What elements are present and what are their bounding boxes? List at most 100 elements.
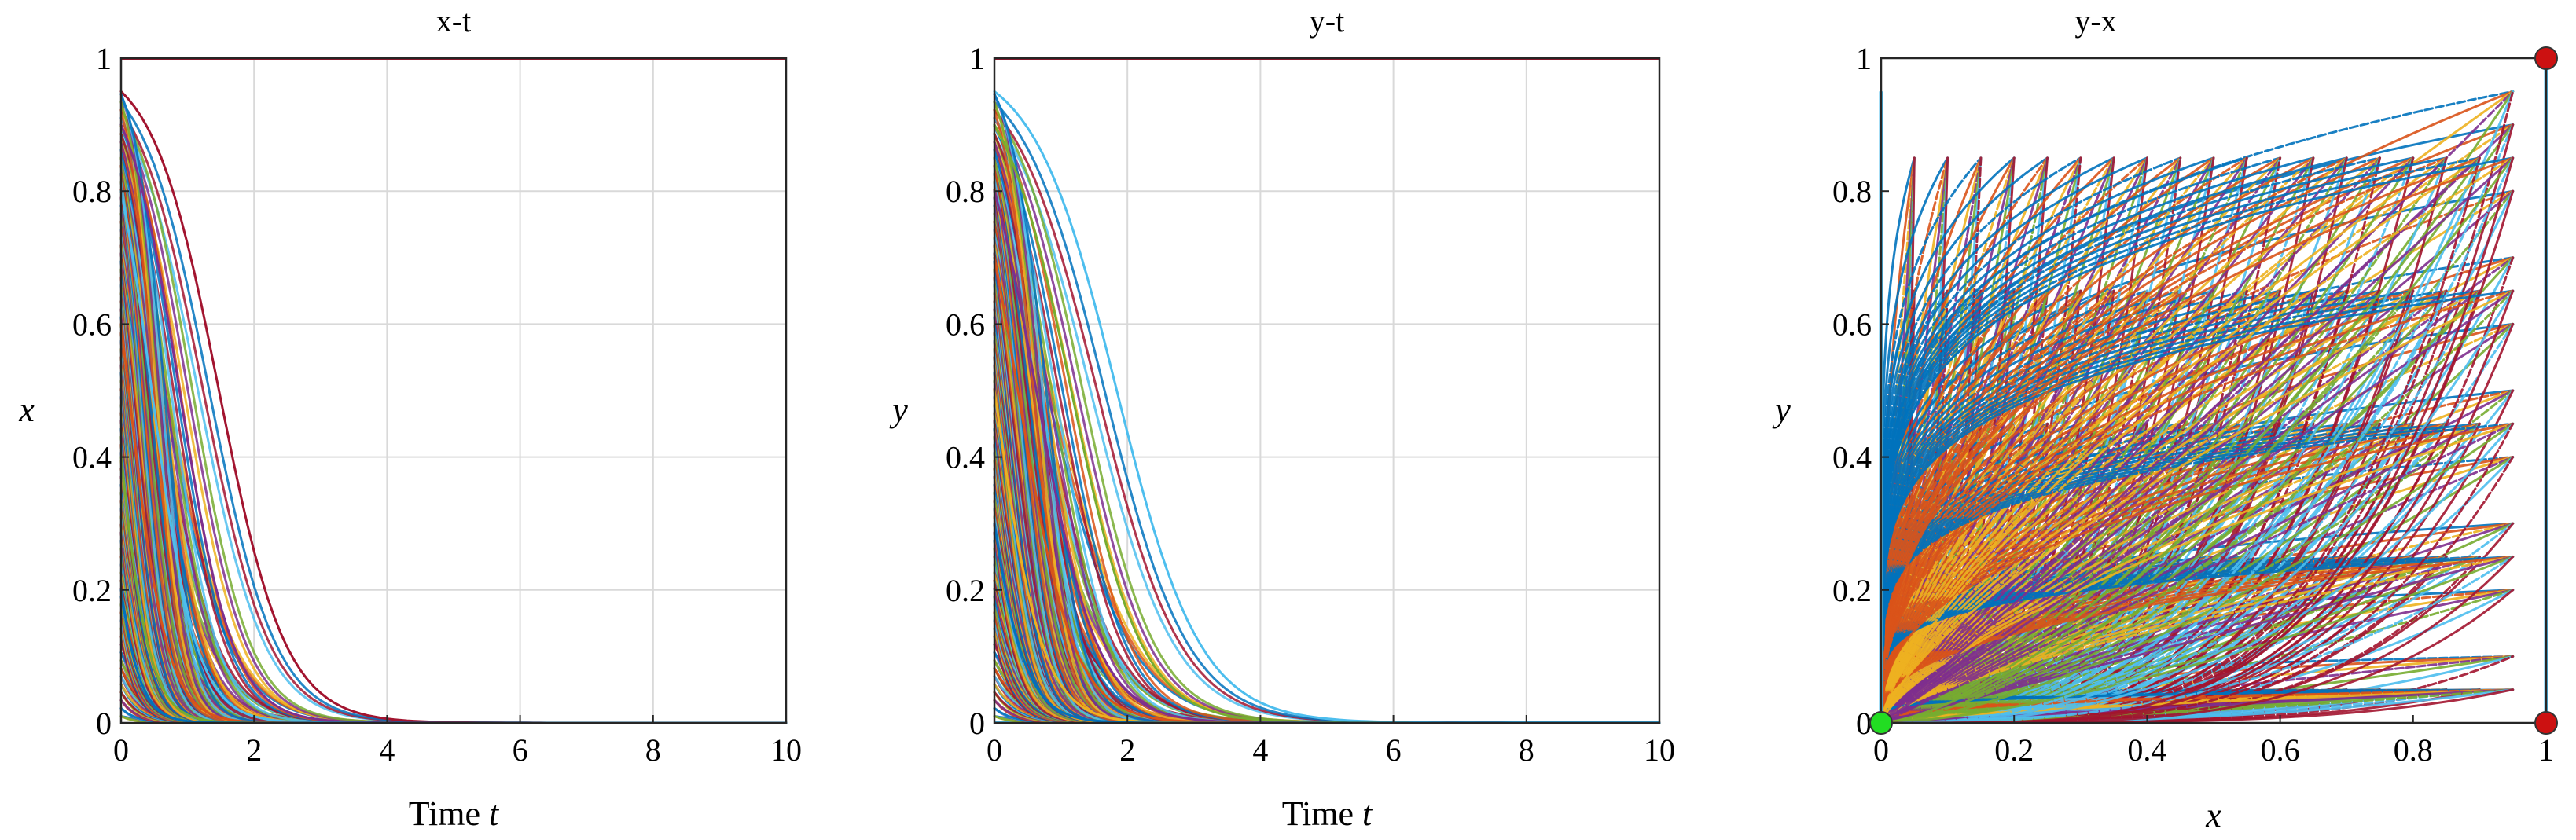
trajectory-line xyxy=(1880,556,2415,724)
series-line xyxy=(119,212,788,724)
trajectory-line xyxy=(1880,422,2448,724)
equilibrium-points xyxy=(1869,46,2558,735)
series-line xyxy=(119,149,788,724)
trajectory-line xyxy=(1880,156,2182,724)
trajectory-line xyxy=(1880,156,2348,724)
x-ticks-x-t: 0 2 4 6 8 10 xyxy=(113,715,802,768)
trajectory-line xyxy=(1880,289,2182,724)
trajectory-line xyxy=(1880,156,2415,724)
trajectory-line xyxy=(1880,156,2115,724)
chart-title-x-t: x-t xyxy=(436,3,471,39)
x-tick-label: 10 xyxy=(770,732,802,768)
trajectory-line xyxy=(1880,289,2515,724)
series-line xyxy=(119,212,788,724)
series-line xyxy=(119,412,788,724)
y-tick-label: 0 xyxy=(1856,706,1872,741)
y-ticks-y-t: 0 0.2 0.4 0.6 0.8 1 xyxy=(946,41,1002,741)
trajectory-line xyxy=(1880,156,1983,724)
chart-title-y-x: y-x xyxy=(2074,3,2116,39)
series-line xyxy=(119,204,788,724)
trajectory-line xyxy=(1880,556,2515,724)
trajectory-line xyxy=(1880,422,2481,724)
series-line xyxy=(119,156,788,724)
trajectory-line xyxy=(1880,289,2515,724)
trajectory-line xyxy=(1880,156,2348,724)
chart-title-y-t: y-t xyxy=(1310,3,1344,39)
trajectory-line xyxy=(1880,156,2315,724)
trajectory-line xyxy=(1880,289,2082,724)
panel-x-t: x-t 0 2 4 6 8 10 0 0.2 0.4 0.6 0.8 1 Time t x xyxy=(18,3,802,833)
trajectory-line xyxy=(1880,289,2448,724)
trajectory-line xyxy=(1880,156,2282,724)
unstable-equilibrium-point xyxy=(2534,46,2558,70)
y-axis-label-y-t: y xyxy=(889,391,908,429)
y-tick-label: 1 xyxy=(969,41,985,76)
trajectory-line xyxy=(1880,422,2515,724)
stable-equilibrium-point xyxy=(1869,711,1893,735)
x-tick-label: 8 xyxy=(645,732,661,768)
y-tick-label: 0.6 xyxy=(946,306,985,342)
trajectory-line xyxy=(1880,156,2082,724)
x-tick-label: 0.4 xyxy=(2127,732,2166,768)
plot-frame-x-t xyxy=(119,57,788,724)
trajectory-line xyxy=(1880,156,2182,724)
unstable-equilibrium-point xyxy=(2534,711,2558,735)
trajectory-line xyxy=(1880,156,2515,724)
y-axis-label-y-x: y xyxy=(1772,391,1791,429)
x-axis-label-y-t: Time t xyxy=(1282,794,1373,833)
x-tick-label: 10 xyxy=(1644,732,1675,768)
series-line xyxy=(993,116,1661,724)
trajectory-line xyxy=(1880,156,2448,724)
trajectory-line xyxy=(1880,156,2415,724)
y-tick-label: 0 xyxy=(96,706,112,741)
x-tick-label: 1 xyxy=(2538,732,2554,768)
series-line xyxy=(119,412,788,724)
series-line xyxy=(119,132,788,724)
panel-y-x: y-x 0 0.2 0.4 0.6 0.8 1 0 0.2 0.4 0.6 0.8 1 x y xyxy=(1772,3,2558,834)
trajectory-line xyxy=(1880,156,2515,724)
x-ticks-y-t: 0 2 4 6 8 10 xyxy=(987,715,1675,768)
trajectory-line xyxy=(1880,156,2315,724)
series-line xyxy=(119,380,788,724)
trajectory-line xyxy=(1880,289,2348,724)
y-tick-label: 0.6 xyxy=(1832,306,1872,342)
trajectory-line xyxy=(1880,156,2215,724)
x-tick-label: 2 xyxy=(1119,732,1135,768)
y-tick-label: 0.2 xyxy=(72,573,112,608)
trajectory-line xyxy=(1880,422,2481,724)
trajectory-line xyxy=(1880,156,1916,724)
series-line xyxy=(993,300,1661,724)
trajectory-line xyxy=(1880,156,2148,724)
x-tick-label: 4 xyxy=(1252,732,1268,768)
x-tick-label: 0.8 xyxy=(2394,732,2433,768)
y-tick-label: 0.4 xyxy=(72,440,112,475)
trajectory-line xyxy=(1880,422,2448,724)
series-line xyxy=(119,196,788,724)
y-tick-label: 0.2 xyxy=(1832,573,1872,608)
x-tick-label: 2 xyxy=(246,732,262,768)
x-ticks-y-x: 0 0.2 0.4 0.6 0.8 1 xyxy=(1873,715,2554,768)
x-tick-label: 6 xyxy=(513,732,528,768)
y-tick-label: 0.2 xyxy=(946,573,985,608)
trajectory-line xyxy=(1880,688,2515,724)
y-tick-label: 0.8 xyxy=(1832,174,1872,209)
trajectory-line xyxy=(1880,422,2481,724)
trajectory-line xyxy=(1880,422,2348,724)
series-line xyxy=(993,116,1661,724)
y-tick-label: 0.8 xyxy=(946,174,985,209)
y-tick-label: 0.4 xyxy=(946,440,985,475)
trajectory-line xyxy=(1880,289,2448,724)
trajectory-line xyxy=(1880,289,2381,724)
series-line xyxy=(119,380,788,724)
trajectory-line xyxy=(1880,156,2481,724)
y-tick-label: 0.6 xyxy=(72,306,112,342)
trajectory-line xyxy=(1880,156,2282,724)
x-axis-label-x-t: Time t xyxy=(409,794,500,833)
trajectory-line xyxy=(1880,156,2515,724)
x-tick-label: 0 xyxy=(987,732,1002,768)
trajectory-line xyxy=(1880,688,2515,724)
trajectory-line xyxy=(1880,422,2515,724)
y-tick-label: 1 xyxy=(1856,41,1872,76)
series-line xyxy=(993,108,1661,724)
